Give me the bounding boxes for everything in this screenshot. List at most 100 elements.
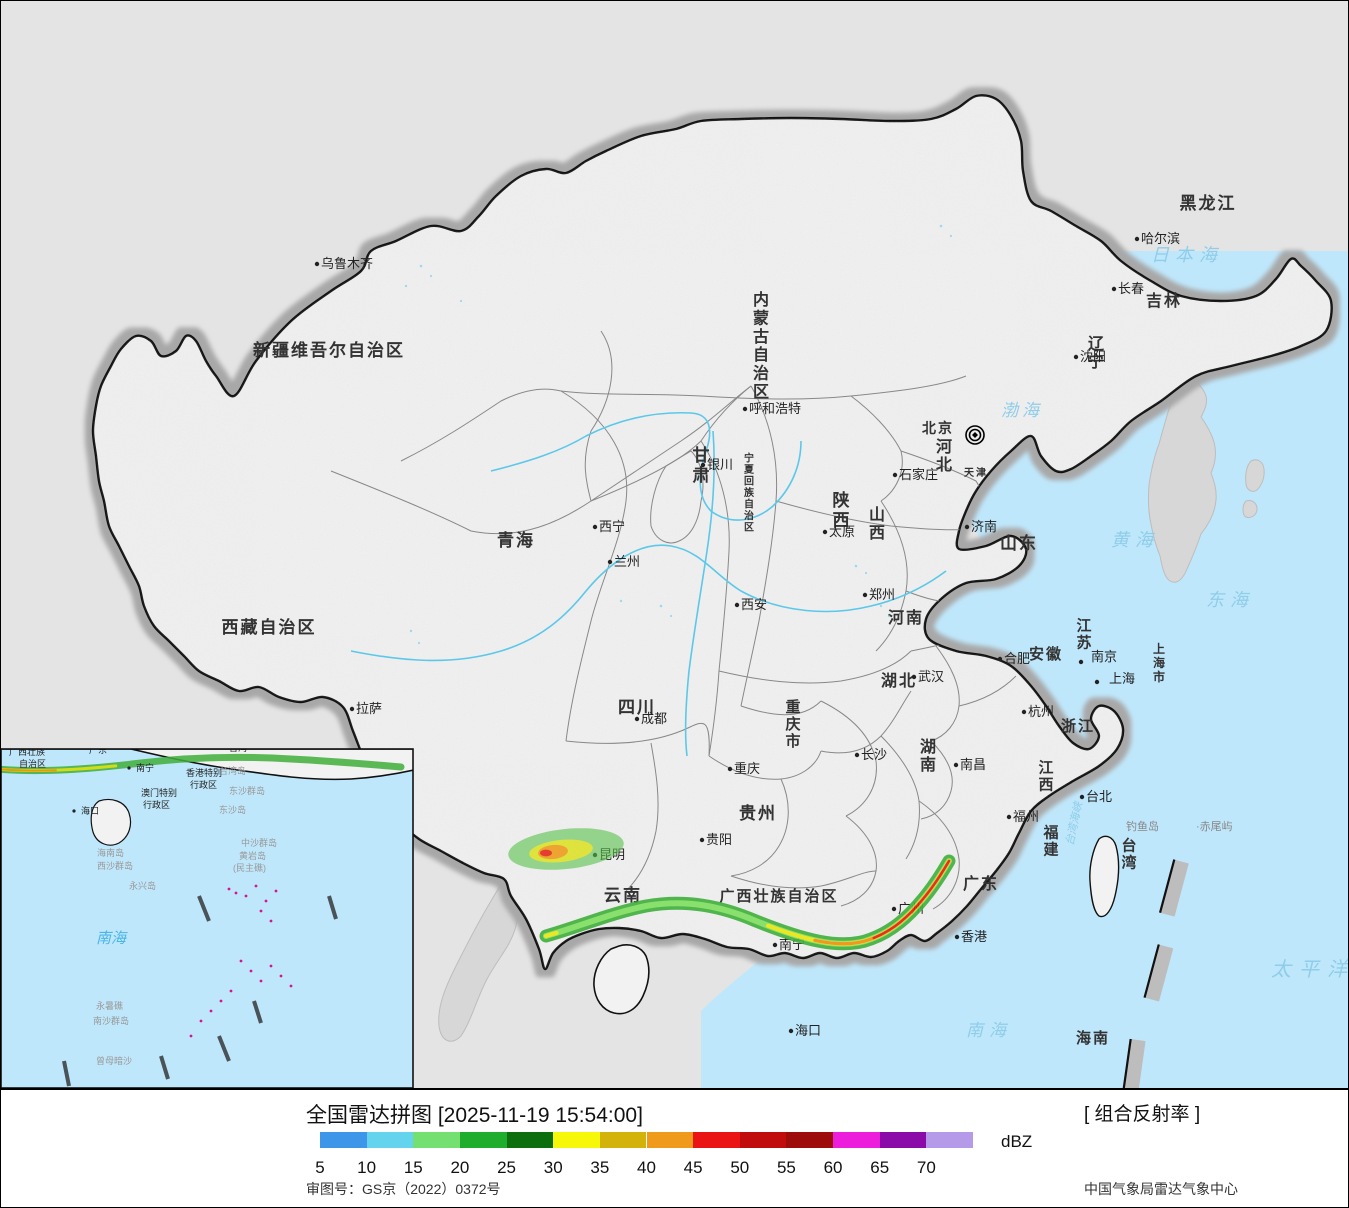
svg-text:海: 海 (1153, 655, 1165, 670)
svg-text:山: 山 (869, 506, 885, 524)
svg-text:武汉: 武汉 (918, 669, 944, 684)
svg-text:西宁: 西宁 (599, 519, 625, 534)
svg-text:台北: 台北 (1086, 789, 1112, 804)
svg-text:东沙岛: 东沙岛 (219, 804, 246, 815)
svg-text:沈阳: 沈阳 (1080, 349, 1106, 364)
svg-text:福: 福 (1042, 823, 1058, 841)
svg-text:东沙群岛: 东沙群岛 (229, 785, 265, 796)
svg-text:苏: 苏 (1076, 634, 1091, 652)
svg-text:福州: 福州 (1013, 809, 1039, 824)
svg-text:杭州: 杭州 (1028, 704, 1054, 719)
svg-text:呼和浩特: 呼和浩特 (749, 401, 801, 416)
svg-text:南: 南 (920, 755, 936, 774)
svg-text:黑龙江: 黑龙江 (1180, 193, 1237, 213)
svg-text:贵阳: 贵阳 (706, 832, 732, 847)
svg-text:永兴岛: 永兴岛 (129, 880, 156, 891)
svg-text:永暑礁: 永暑礁 (96, 1000, 123, 1011)
svg-text:吉林: 吉林 (1146, 291, 1182, 310)
svg-text:河: 河 (936, 437, 952, 456)
svg-text:海南岛: 海南岛 (97, 847, 124, 858)
svg-text:广西壮族自治区: 广西壮族自治区 (719, 887, 838, 905)
svg-text:回: 回 (744, 476, 754, 488)
svg-text:自: 自 (744, 498, 754, 511)
svg-text:长春: 长春 (1118, 281, 1144, 296)
svg-text:西: 西 (869, 524, 885, 542)
svg-text:庆: 庆 (785, 715, 800, 733)
svg-text:青海: 青海 (497, 530, 535, 550)
svg-text:区: 区 (744, 522, 754, 534)
svg-text:银川: 银川 (707, 457, 733, 472)
svg-text:湾: 湾 (1121, 854, 1136, 872)
svg-text:自治区: 自治区 (19, 758, 46, 769)
svg-text:渤海: 渤海 (1001, 401, 1043, 420)
svg-text:合肥: 合肥 (1004, 651, 1030, 666)
svg-text:黄海: 黄海 (1111, 530, 1159, 550)
svg-text:(民主礁): (民主礁) (233, 862, 266, 873)
svg-text:行政区: 行政区 (143, 799, 170, 810)
svg-text:郑州: 郑州 (869, 587, 895, 602)
svg-text:江: 江 (1038, 758, 1053, 776)
svg-text:行政区: 行政区 (190, 779, 217, 790)
svg-text:重庆: 重庆 (734, 761, 760, 776)
svg-text:西: 西 (1038, 777, 1053, 794)
svg-text:南沙群岛: 南沙群岛 (93, 1015, 129, 1026)
svg-text:市: 市 (1153, 669, 1165, 684)
svg-text:太原: 太原 (829, 524, 855, 539)
svg-text:族: 族 (744, 486, 755, 499)
svg-text:中沙群岛: 中沙群岛 (241, 837, 277, 848)
svg-text:重: 重 (785, 698, 800, 716)
svg-text:北: 北 (936, 456, 952, 474)
svg-text:太平洋: 太平洋 (1271, 959, 1349, 981)
svg-text:钓鱼岛: 钓鱼岛 (1126, 819, 1159, 833)
svg-text:石家庄: 石家庄 (899, 467, 938, 482)
svg-text:·赤尾屿: ·赤尾屿 (1196, 820, 1233, 833)
svg-text:东海: 东海 (1206, 590, 1254, 610)
svg-text:南京: 南京 (1091, 649, 1117, 664)
svg-text:安徽: 安徽 (1029, 645, 1063, 663)
svg-text:治: 治 (744, 509, 754, 522)
svg-text:台湾岛: 台湾岛 (219, 765, 246, 776)
svg-text:南海: 南海 (96, 930, 128, 947)
svg-text:西藏自治区: 西藏自治区 (222, 617, 317, 637)
svg-text:区: 区 (753, 383, 769, 401)
svg-text:西沙群岛: 西沙群岛 (97, 860, 133, 871)
svg-text:浙江: 浙江 (1061, 717, 1095, 735)
svg-text:哈尔滨: 哈尔滨 (1141, 231, 1180, 246)
svg-text:陕: 陕 (833, 490, 850, 510)
svg-text:宁: 宁 (744, 452, 754, 465)
svg-text:上: 上 (1153, 641, 1165, 656)
svg-text:乌鲁木齐: 乌鲁木齐 (321, 256, 373, 271)
svg-text:济南: 济南 (971, 519, 997, 534)
svg-text:海南: 海南 (1076, 1029, 1110, 1047)
svg-text:建: 建 (1043, 841, 1059, 859)
svg-text:黄岩岛: 黄岩岛 (239, 850, 266, 861)
svg-text:山东: 山东 (1000, 533, 1038, 553)
svg-text:曾母暗沙: 曾母暗沙 (96, 1055, 132, 1066)
svg-text:海口: 海口 (795, 1023, 821, 1038)
svg-text:台: 台 (1121, 836, 1136, 854)
svg-text:江: 江 (1076, 616, 1091, 634)
svg-text:南海: 南海 (966, 1021, 1012, 1040)
svg-text:湖: 湖 (920, 738, 936, 756)
svg-text:贵州: 贵州 (739, 803, 777, 823)
svg-text:成都: 成都 (641, 711, 667, 726)
svg-text:香港: 香港 (961, 929, 987, 944)
svg-text:河南: 河南 (888, 608, 924, 627)
svg-text:北京: 北京 (922, 420, 954, 436)
svg-text:上海: 上海 (1109, 671, 1135, 686)
svg-text:古: 古 (753, 327, 769, 346)
svg-text:海口: 海口 (81, 805, 99, 816)
svg-text:西安: 西安 (741, 597, 767, 612)
svg-text:市: 市 (785, 732, 800, 750)
svg-text:新疆维吾尔自治区: 新疆维吾尔自治区 (253, 340, 405, 360)
svg-text:南昌: 南昌 (960, 757, 986, 772)
svg-text:自: 自 (753, 345, 769, 364)
svg-text:广东: 广东 (963, 874, 999, 893)
svg-text:内: 内 (753, 290, 769, 309)
svg-text:湖北: 湖北 (881, 672, 917, 690)
svg-text:蒙: 蒙 (753, 308, 769, 327)
svg-text:长沙: 长沙 (861, 747, 887, 762)
svg-text:南宁: 南宁 (136, 762, 154, 773)
svg-text:香港特别: 香港特别 (186, 767, 222, 778)
svg-text:拉萨: 拉萨 (356, 701, 382, 716)
